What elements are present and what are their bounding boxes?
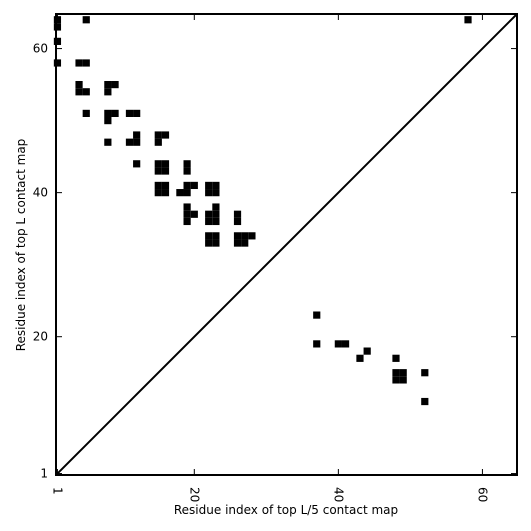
contact-cell (111, 109, 119, 117)
contact-cell (241, 239, 249, 247)
contact-cell (53, 59, 62, 67)
contact-cell (154, 167, 162, 175)
contact-cell (233, 239, 242, 247)
contact-cell (212, 210, 220, 218)
contact-cell (53, 37, 62, 45)
contact-cell (399, 369, 407, 377)
contact-cell (205, 217, 213, 226)
contact-cell (183, 217, 191, 226)
contact-cell (205, 239, 213, 247)
x-tick-label: 60 (475, 487, 489, 502)
contact-cell (176, 189, 184, 197)
contact-cell (104, 138, 112, 146)
contact-cell (104, 80, 112, 89)
contact-cell (313, 311, 321, 319)
contact-cell (161, 167, 170, 175)
contact-cell (248, 232, 256, 240)
contact-cell (133, 109, 141, 117)
contact-cell (104, 88, 112, 96)
contact-cell (212, 239, 220, 247)
contact-cell (190, 210, 198, 218)
y-tick-label: 40 (33, 186, 48, 200)
contact-cell (212, 217, 220, 226)
contact-cell (212, 203, 220, 211)
contact-cell (233, 210, 242, 218)
contact-cell (313, 340, 321, 348)
contact-cell (183, 181, 191, 190)
contact-cell (161, 131, 170, 139)
contact-cell (356, 354, 364, 362)
y-tick-label: 60 (33, 42, 48, 56)
diagonal-line (56, 13, 518, 475)
contact-cell (183, 210, 191, 218)
contact-cell (392, 354, 400, 362)
contact-cell (161, 181, 170, 190)
contact-cell (205, 189, 213, 197)
contact-cell (133, 160, 141, 168)
contact-cell (212, 181, 220, 190)
contact-cell (104, 117, 112, 125)
contact-cell (125, 109, 134, 117)
x-tick-label: 1 (50, 487, 64, 495)
contact-cell (82, 88, 90, 96)
contact-cell (212, 189, 220, 197)
contact-cell (154, 160, 162, 168)
contact-cell (205, 232, 213, 240)
contact-cell (161, 189, 170, 197)
contact-cell (82, 59, 90, 67)
contact-cell (125, 138, 134, 146)
plot-frame (55, 13, 518, 476)
contact-cell (75, 59, 83, 67)
contact-cell (154, 189, 162, 197)
contact-cell (183, 203, 191, 211)
contact-cell (53, 23, 62, 31)
contact-cell (183, 160, 191, 168)
contact-cell (154, 181, 162, 190)
x-axis-title: Residue index of top L/5 contact map (174, 503, 398, 517)
y-tick-label: 20 (33, 330, 48, 344)
contact-cell (464, 16, 472, 24)
contact-cells (53, 16, 472, 406)
contact-cell (241, 232, 249, 240)
contact-cell (111, 80, 119, 89)
y-tick-label: 1 (40, 467, 48, 481)
contact-cell (334, 340, 342, 348)
contact-cell (161, 160, 170, 168)
contact-cell (233, 232, 242, 240)
contact-cell (363, 347, 371, 355)
contact-cell (75, 80, 83, 89)
contact-cell (154, 138, 162, 146)
contact-cell (421, 369, 429, 377)
contact-cell (392, 376, 400, 384)
axis-ticks: 1 20 40 60 1 20 40 60 (33, 14, 517, 502)
contact-cell (233, 217, 242, 226)
contact-cell (190, 181, 198, 190)
x-tick-label: 40 (331, 487, 345, 502)
y-axis-title: Residue index of top L contact map (14, 139, 28, 352)
x-tick-label: 20 (187, 487, 201, 502)
contact-cell (183, 167, 191, 175)
contact-cell (104, 109, 112, 117)
contact-cell (82, 109, 90, 117)
contact-cell (399, 376, 407, 384)
contact-cell (212, 232, 220, 240)
contact-cell (154, 131, 162, 139)
contact-cell (75, 88, 83, 96)
contact-cell (421, 397, 429, 406)
contact-cell (205, 181, 213, 190)
contact-cell (392, 369, 400, 377)
contact-cell (205, 210, 213, 218)
contact-cell (341, 340, 350, 348)
contact-cell (133, 138, 141, 146)
contact-cell (133, 131, 141, 139)
contact-cell (183, 189, 191, 197)
contact-cell (82, 16, 90, 24)
